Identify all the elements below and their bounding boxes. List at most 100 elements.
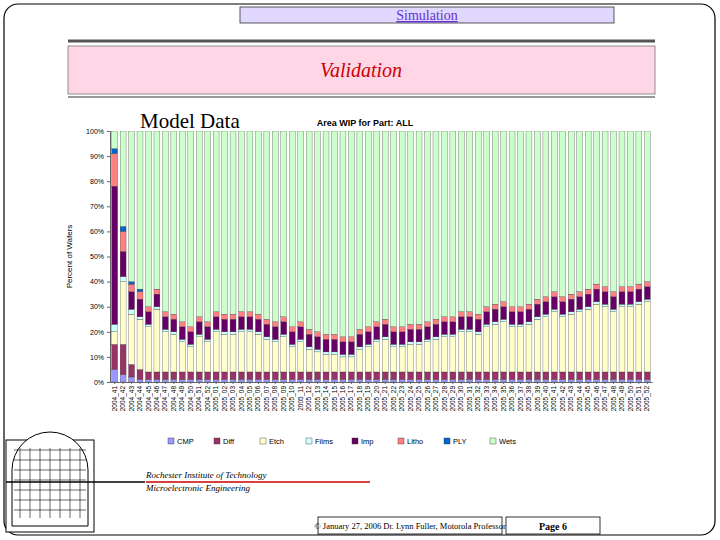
bar-segment	[374, 342, 380, 372]
bar-segment	[340, 354, 346, 357]
logo-grid	[60, 448, 61, 518]
bar-segment	[611, 312, 617, 372]
legend-item: Litho	[398, 437, 423, 446]
x-tick: 2005_37	[517, 382, 525, 411]
bar-segment	[298, 327, 304, 340]
bar-segment	[399, 344, 405, 347]
bar-segment	[365, 379, 371, 382]
x-tick: 2004_46	[153, 382, 161, 411]
bar-segment	[188, 332, 194, 345]
y-axis-title: Percent of Wafers	[65, 225, 74, 289]
x-tick: 2005_44	[576, 382, 584, 411]
bar-segment	[399, 131, 405, 327]
bar-segment	[416, 342, 422, 345]
x-tick: 2005_49	[618, 382, 626, 411]
x-tick: 2004_52	[204, 382, 212, 411]
x-tick-mark	[275, 382, 276, 384]
y-axis: 0%10%20%30%40%50%60%70%80%90%100%	[86, 128, 110, 386]
bar-segment	[374, 372, 380, 380]
bar-segment	[179, 131, 185, 322]
bar-segment	[196, 317, 202, 322]
bar-segment	[441, 131, 447, 317]
x-tick-label: 2004_43	[128, 386, 136, 412]
x-tick: 2005_10	[288, 382, 296, 411]
bar-segment	[594, 284, 600, 289]
logo-grid	[40, 448, 41, 518]
bar-segment	[475, 334, 481, 372]
legend-label: Diff	[223, 437, 235, 446]
x-tick: 2005_36	[508, 382, 516, 411]
bar-segment	[408, 131, 414, 324]
x-tick-label: 2005_31	[466, 386, 474, 412]
x-tick: 2005_51	[635, 382, 643, 411]
x-tick: 2004_45	[145, 382, 153, 411]
bar-segment	[112, 186, 118, 324]
page-text: Page 6	[539, 521, 567, 532]
bar-segment	[137, 292, 143, 300]
legend-swatch	[444, 438, 450, 444]
bar-segment	[577, 309, 583, 312]
bar-segment	[441, 334, 447, 337]
bar-segment	[611, 131, 617, 292]
bar-segment	[179, 379, 185, 382]
bar-segment	[433, 131, 439, 319]
bar-segment	[551, 131, 557, 292]
bar-segment	[154, 289, 160, 294]
bar-segment	[594, 372, 600, 380]
header-rule	[68, 40, 655, 43]
x-tick-label: 2004_45	[145, 386, 153, 412]
x-tick-mark	[309, 382, 310, 384]
bar-segment	[146, 324, 152, 327]
x-tick: 2004_44	[136, 382, 144, 411]
bar-segment	[408, 379, 414, 382]
bar-segment	[408, 344, 414, 372]
bar-segment	[492, 372, 498, 380]
bar-segment	[594, 304, 600, 372]
bar-segment	[636, 379, 642, 382]
bar-segment	[171, 319, 177, 332]
bar-segment	[323, 354, 329, 372]
x-tick-label: 2004_50	[187, 386, 195, 412]
bar-segment	[577, 292, 583, 297]
bar-segment	[627, 131, 633, 287]
x-tick-mark	[283, 382, 284, 384]
bar-segment	[247, 317, 253, 330]
x-tick: 2005_23	[398, 382, 406, 411]
bar-segment	[416, 372, 422, 380]
x-tick: 2005_20	[373, 382, 381, 411]
x-tick: 2005_04	[238, 382, 246, 411]
bar-segment	[526, 322, 532, 325]
bar-segment	[433, 339, 439, 372]
bar-segment	[551, 297, 557, 310]
bar-segment	[264, 131, 270, 319]
bar-segment	[458, 329, 464, 332]
x-tick: 2005_13	[314, 382, 322, 411]
bar-segment	[281, 131, 287, 317]
y-tick-mark	[107, 156, 110, 157]
y-tick: 30%	[90, 303, 110, 310]
bar-segment	[171, 372, 177, 380]
bar-segment	[188, 344, 194, 347]
bar-segment	[306, 349, 312, 372]
bar-segment	[255, 314, 261, 319]
y-tick-label: 70%	[90, 203, 104, 210]
bar-segment	[475, 372, 481, 380]
bar-segment	[213, 372, 219, 380]
x-tick-label: 2005_29	[449, 386, 457, 412]
bar-segment	[441, 379, 447, 382]
bar-segment	[162, 317, 168, 330]
bar-segment	[484, 324, 490, 327]
x-tick: 2005_52	[643, 382, 651, 411]
bar-segment	[501, 307, 507, 320]
bar-segment	[526, 324, 532, 372]
bar-segment	[171, 314, 177, 319]
bar-segment	[611, 309, 617, 312]
x-tick: 2005_34	[491, 382, 499, 411]
bar-segment	[450, 131, 456, 317]
bar-segment	[611, 372, 617, 380]
bar-segment	[450, 372, 456, 380]
bar-segment	[433, 319, 439, 324]
bar-segment	[577, 131, 583, 292]
x-tick: 2005_03	[229, 382, 237, 411]
bar-segment	[374, 327, 380, 340]
